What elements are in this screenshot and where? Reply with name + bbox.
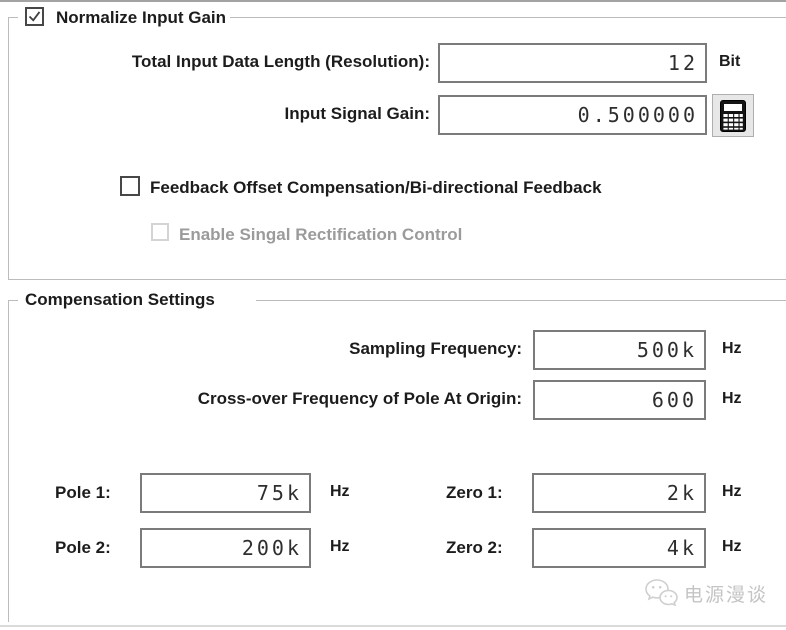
bottom-divider	[0, 625, 786, 627]
zero1-unit: Hz	[722, 483, 742, 500]
input-signal-gain-input[interactable]	[438, 95, 707, 135]
pole1-label: Pole 1:	[55, 483, 111, 502]
top-divider	[0, 0, 786, 2]
crossover-frequency-unit: Hz	[722, 390, 742, 407]
zero2-unit: Hz	[722, 538, 742, 555]
pole2-label: Pole 2:	[55, 538, 111, 557]
compensation-settings-group	[8, 300, 786, 622]
crossover-frequency-label: Cross-over Frequency of Pole At Origin:	[197, 389, 522, 408]
compensation-legend-patch	[18, 296, 256, 306]
watermark: 电源漫谈	[644, 578, 768, 608]
wechat-icon	[645, 579, 678, 607]
feedback-offset-checkbox-label: Feedback Offset Compensation/Bi-directio…	[150, 178, 602, 197]
checkmark-icon	[28, 11, 41, 22]
rectification-checkbox	[151, 223, 169, 241]
crossover-frequency-input[interactable]	[533, 380, 706, 420]
sampling-frequency-unit: Hz	[722, 340, 742, 357]
zero2-input[interactable]	[532, 528, 706, 568]
input-signal-gain-label: Input Signal Gain:	[284, 104, 430, 123]
zero1-input[interactable]	[532, 473, 706, 513]
sampling-frequency-input[interactable]	[533, 330, 706, 370]
watermark-text: 电源漫谈	[684, 584, 769, 606]
zero2-label: Zero 2:	[446, 538, 503, 557]
pole2-unit: Hz	[330, 538, 350, 555]
normalize-input-gain-checkbox[interactable]	[25, 7, 44, 26]
calculator-icon	[720, 99, 746, 132]
normalize-input-gain-group	[8, 17, 786, 280]
gain-calculator-button[interactable]	[712, 94, 754, 137]
resolution-input[interactable]	[438, 43, 707, 83]
pole2-input[interactable]	[140, 528, 311, 568]
resolution-unit-label: Bit	[719, 53, 741, 70]
pole1-unit: Hz	[330, 483, 350, 500]
normalize-legend-patch	[18, 13, 230, 23]
pole1-input[interactable]	[140, 473, 311, 513]
zero1-label: Zero 1:	[446, 483, 503, 502]
rectification-checkbox-label: Enable Singal Rectification Control	[179, 225, 463, 244]
sampling-frequency-label: Sampling Frequency:	[349, 339, 522, 358]
feedback-offset-checkbox[interactable]	[120, 176, 140, 196]
compensation-group-title: Compensation Settings	[25, 290, 215, 309]
normalize-group-title: Normalize Input Gain	[56, 8, 227, 27]
resolution-label: Total Input Data Length (Resolution):	[131, 52, 430, 71]
